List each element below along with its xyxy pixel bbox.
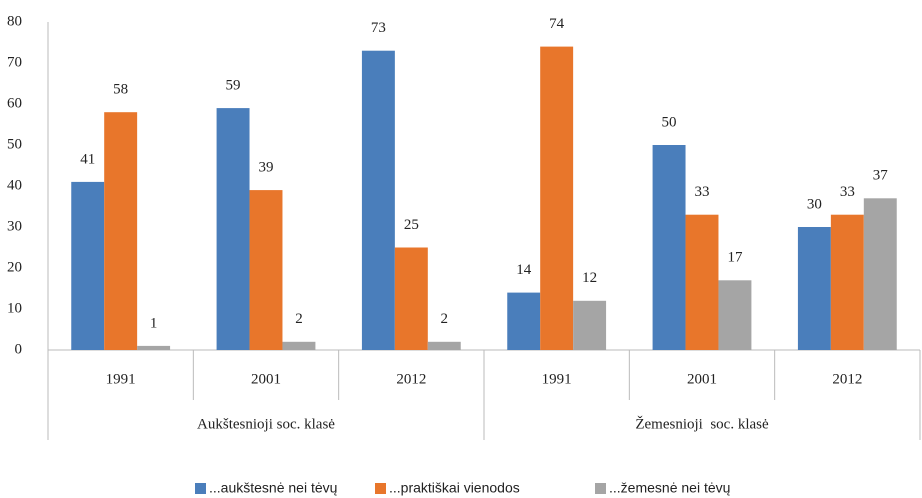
data-label: 33	[695, 184, 710, 200]
x-tick-label: 2012	[396, 371, 426, 387]
bar	[71, 181, 105, 350]
x-tick-label: 2001	[251, 371, 281, 387]
group-label: Žemesnioji soc. klasė	[635, 415, 769, 432]
bar	[507, 292, 541, 350]
bar	[216, 108, 250, 350]
bar	[573, 300, 607, 350]
y-tick-label: 60	[7, 95, 22, 111]
y-tick-label: 80	[7, 13, 22, 29]
data-label: 58	[113, 82, 128, 98]
data-label: 41	[80, 151, 95, 167]
bar	[427, 341, 461, 350]
legend-label: ...praktiškai vienodos	[389, 480, 520, 496]
legend-swatch	[195, 483, 206, 494]
data-label: 50	[662, 114, 677, 130]
y-tick-label: 50	[7, 136, 22, 152]
data-label: 17	[727, 250, 743, 266]
y-tick-label: 40	[7, 177, 22, 193]
data-label: 37	[873, 168, 889, 184]
x-tick-label: 2012	[832, 371, 862, 387]
group-label: Aukštesnioji soc. klasė	[197, 416, 335, 432]
y-tick-label: 20	[7, 259, 22, 275]
bar	[685, 214, 719, 350]
data-label: 30	[807, 196, 822, 212]
data-label: 39	[259, 160, 274, 176]
bar	[282, 341, 316, 350]
y-tick-label: 0	[15, 341, 23, 357]
legend-label: ...žemesnė nei tėvų	[609, 480, 731, 496]
bar	[104, 112, 138, 350]
x-tick-label: 2001	[687, 371, 717, 387]
bar	[718, 280, 752, 350]
x-tick-label: 1991	[106, 371, 136, 387]
data-label: 2	[441, 311, 449, 327]
bar	[394, 247, 428, 350]
data-label: 14	[516, 262, 532, 278]
x-tick-label: 1991	[542, 371, 572, 387]
bar	[863, 198, 897, 350]
data-label: 73	[371, 20, 386, 36]
legend-swatch	[595, 483, 606, 494]
bar	[249, 190, 283, 350]
y-tick-label: 10	[7, 300, 22, 316]
y-tick-label: 70	[7, 54, 22, 70]
data-label: 12	[582, 270, 597, 286]
bar	[361, 50, 395, 350]
data-label: 25	[404, 217, 419, 233]
bar	[137, 345, 171, 350]
bar	[540, 46, 574, 350]
data-label: 59	[226, 78, 241, 94]
bar	[652, 145, 686, 350]
data-label: 74	[549, 16, 565, 32]
legend-swatch	[375, 483, 386, 494]
data-label: 2	[295, 311, 303, 327]
legend-label: ...aukštesnė nei tėvų	[209, 480, 338, 496]
bar	[830, 214, 864, 350]
data-label: 33	[840, 184, 855, 200]
y-tick-label: 30	[7, 218, 22, 234]
bar	[797, 227, 831, 350]
data-label: 1	[150, 315, 158, 331]
